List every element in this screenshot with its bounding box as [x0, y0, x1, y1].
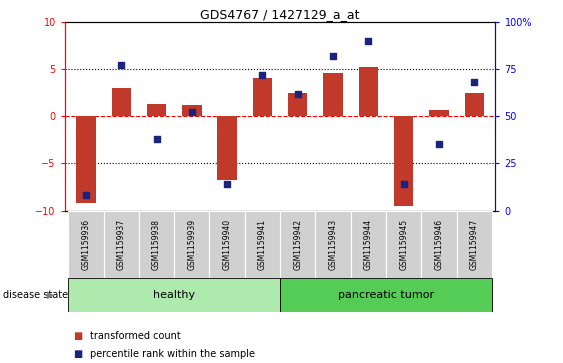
Bar [429, 110, 449, 116]
Bar [253, 78, 272, 116]
Text: pancreatic tumor: pancreatic tumor [338, 290, 434, 300]
Text: GSM1159944: GSM1159944 [364, 219, 373, 270]
Bar [209, 211, 245, 278]
Bar [68, 278, 280, 312]
Text: percentile rank within the sample: percentile rank within the sample [90, 349, 255, 359]
Text: GSM1159945: GSM1159945 [399, 219, 408, 270]
Bar [68, 211, 104, 278]
Bar [111, 88, 131, 116]
Bar [104, 211, 139, 278]
Bar [280, 278, 492, 312]
Text: GSM1159946: GSM1159946 [435, 219, 444, 270]
Text: ■: ■ [73, 349, 82, 359]
Text: GSM1159938: GSM1159938 [152, 219, 161, 270]
Bar [288, 93, 307, 116]
Bar [386, 211, 421, 278]
Text: disease state: disease state [3, 290, 68, 300]
Text: ■: ■ [73, 331, 82, 341]
Bar [182, 105, 202, 116]
Text: GSM1159941: GSM1159941 [258, 219, 267, 270]
Point [222, 181, 231, 187]
Bar [323, 73, 343, 116]
Point [152, 136, 161, 142]
Bar [76, 116, 96, 203]
Bar [359, 67, 378, 116]
Bar [147, 104, 166, 116]
Bar [421, 211, 457, 278]
Point [399, 181, 408, 187]
Text: healthy: healthy [153, 290, 195, 300]
Point [329, 53, 338, 59]
Bar [139, 211, 174, 278]
Text: GSM1159947: GSM1159947 [470, 219, 479, 270]
Point [293, 91, 302, 97]
Point [187, 110, 196, 115]
Point [470, 79, 479, 85]
Bar [457, 211, 492, 278]
Bar [394, 116, 413, 206]
Point [117, 62, 126, 68]
Text: GSM1159940: GSM1159940 [222, 219, 231, 270]
Bar [351, 211, 386, 278]
Bar [464, 93, 484, 116]
Text: transformed count: transformed count [90, 331, 181, 341]
Text: GSM1159943: GSM1159943 [329, 219, 338, 270]
Bar [174, 211, 209, 278]
Text: ▶: ▶ [47, 290, 54, 300]
Point [258, 72, 267, 78]
Title: GDS4767 / 1427129_a_at: GDS4767 / 1427129_a_at [200, 8, 360, 21]
Point [435, 142, 444, 147]
Bar [217, 116, 237, 180]
Text: GSM1159942: GSM1159942 [293, 219, 302, 270]
Point [82, 192, 91, 198]
Bar [245, 211, 280, 278]
Point [364, 38, 373, 44]
Text: GSM1159936: GSM1159936 [82, 219, 91, 270]
Text: GSM1159939: GSM1159939 [187, 219, 196, 270]
Text: GSM1159937: GSM1159937 [117, 219, 126, 270]
Bar [280, 211, 315, 278]
Bar [315, 211, 351, 278]
